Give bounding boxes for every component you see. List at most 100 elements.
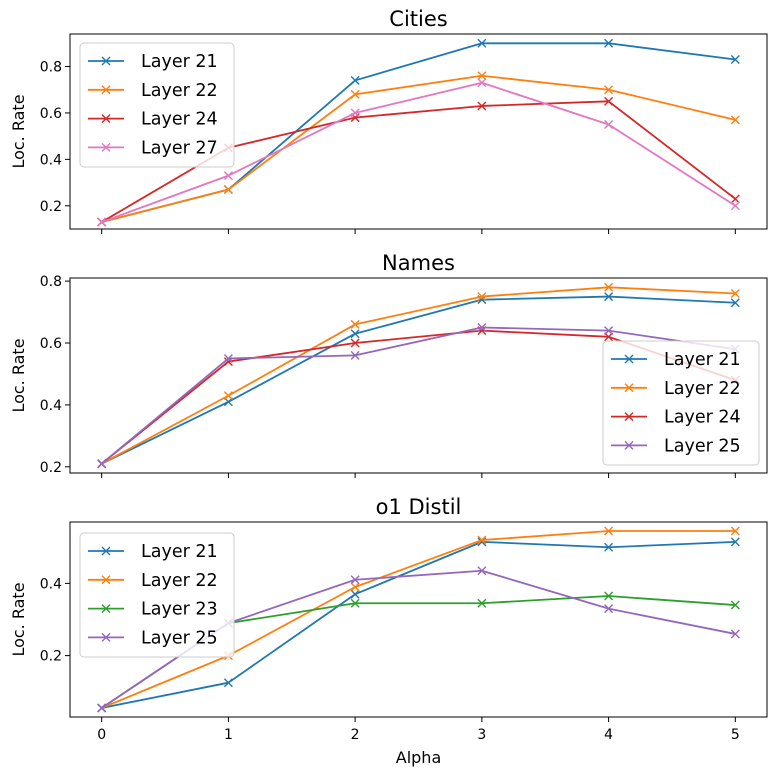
data-point <box>604 326 614 336</box>
data-point <box>604 282 614 292</box>
legend-label: Layer 25 <box>141 628 218 648</box>
data-point <box>223 391 233 401</box>
legend-label: Layer 23 <box>141 600 218 620</box>
data-point <box>350 108 360 118</box>
y-axis-label: Loc. Rate <box>9 582 28 656</box>
legend-marker <box>624 383 634 393</box>
data-point <box>97 217 107 227</box>
legend-label: Layer 22 <box>141 571 218 591</box>
data-point <box>730 600 740 610</box>
data-point <box>604 542 614 552</box>
legend-label: Layer 21 <box>141 542 218 562</box>
x-tick-label: 1 <box>224 727 233 743</box>
data-point <box>730 194 740 204</box>
axes-frame <box>69 277 768 474</box>
legend-entry: Layer 21 <box>88 52 218 72</box>
y-tick-label: 0.4 <box>40 152 62 168</box>
x-tick-label: 3 <box>477 727 486 743</box>
legend-entry: Layer 22 <box>611 379 741 399</box>
legend-marker <box>101 604 111 614</box>
data-point <box>730 55 740 65</box>
legend-marker <box>101 546 111 556</box>
series-line <box>101 295 736 465</box>
data-point <box>477 71 487 81</box>
legend: Layer 21 Layer 22 Layer 23 Layer 25 <box>79 532 235 658</box>
legend-entry: Layer 27 <box>88 138 218 158</box>
y-tick-label: 0.8 <box>40 274 62 290</box>
legend-marker <box>101 632 111 642</box>
legend-marker <box>101 575 111 585</box>
y-tick-label: 0.6 <box>40 106 62 122</box>
legend-label: Layer 22 <box>141 81 218 101</box>
x-tick-label: 5 <box>731 727 740 743</box>
legend-entry: Layer 21 <box>88 542 218 562</box>
x-tick-label: 0 <box>97 727 106 743</box>
data-point <box>350 329 360 339</box>
data-point <box>730 526 740 536</box>
legend-marker <box>101 56 111 66</box>
legend: Layer 21 Layer 22 Layer 24 Layer 27 <box>79 42 235 168</box>
series-line <box>101 74 736 223</box>
series-line <box>101 326 736 465</box>
legend-label: Layer 22 <box>664 379 741 399</box>
legend-marker <box>624 354 634 364</box>
data-point <box>223 353 233 363</box>
series-line <box>101 530 736 709</box>
legend-entry: Layer 24 <box>611 408 741 428</box>
legend-label: Layer 25 <box>664 436 741 456</box>
data-point <box>477 535 487 545</box>
legend-marker <box>101 114 111 124</box>
panel-title: Cities <box>389 7 447 31</box>
series-line <box>101 540 736 709</box>
data-point <box>477 101 487 111</box>
data-point <box>350 598 360 608</box>
panel-title: o1 Distil <box>376 495 462 519</box>
data-point <box>604 604 614 614</box>
y-tick-label: 0.4 <box>40 398 62 414</box>
series-layer-27 <box>97 78 740 227</box>
legend-entry: Layer 25 <box>611 436 741 456</box>
data-point <box>477 598 487 608</box>
data-point <box>730 537 740 547</box>
data-point <box>730 115 740 125</box>
data-point <box>730 201 740 211</box>
legend-entry: Layer 25 <box>88 628 218 648</box>
data-point <box>477 292 487 302</box>
data-point <box>350 575 360 585</box>
x-tick-label: 2 <box>351 727 360 743</box>
legend-entry: Layer 22 <box>88 81 218 101</box>
legend-label: Layer 21 <box>664 350 741 370</box>
data-point <box>604 591 614 601</box>
axes-frame <box>69 33 768 230</box>
data-point <box>97 459 107 469</box>
data-point <box>604 526 614 536</box>
data-point <box>477 566 487 576</box>
legend-box <box>79 532 235 658</box>
panel-3: o1 Distil Loc. Rate 0.2 0.4 0 1 2 3 4 5 Alpha Layer… <box>9 495 768 767</box>
legend-box <box>79 42 235 168</box>
legend-marker <box>101 85 111 95</box>
legend-label: Layer 21 <box>141 52 218 72</box>
data-point <box>604 120 614 130</box>
data-point <box>477 38 487 48</box>
data-point <box>350 582 360 592</box>
data-point <box>223 171 233 181</box>
data-point <box>604 85 614 95</box>
legend-marker <box>101 142 111 152</box>
data-point <box>350 589 360 599</box>
legend-label: Layer 24 <box>664 408 741 428</box>
y-axis-label: Loc. Rate <box>9 94 28 168</box>
data-point <box>350 338 360 348</box>
y-tick-label: 0.8 <box>40 60 62 76</box>
data-point <box>604 96 614 106</box>
legend-label: Layer 27 <box>141 138 218 158</box>
y-axis-label: Loc. Rate <box>9 338 28 412</box>
axes-frame <box>69 521 768 718</box>
data-point <box>604 38 614 48</box>
legend: Layer 21 Layer 22 Layer 24 Layer 25 <box>602 340 760 466</box>
y-tick-label: 0.2 <box>40 649 62 665</box>
data-point <box>730 288 740 298</box>
